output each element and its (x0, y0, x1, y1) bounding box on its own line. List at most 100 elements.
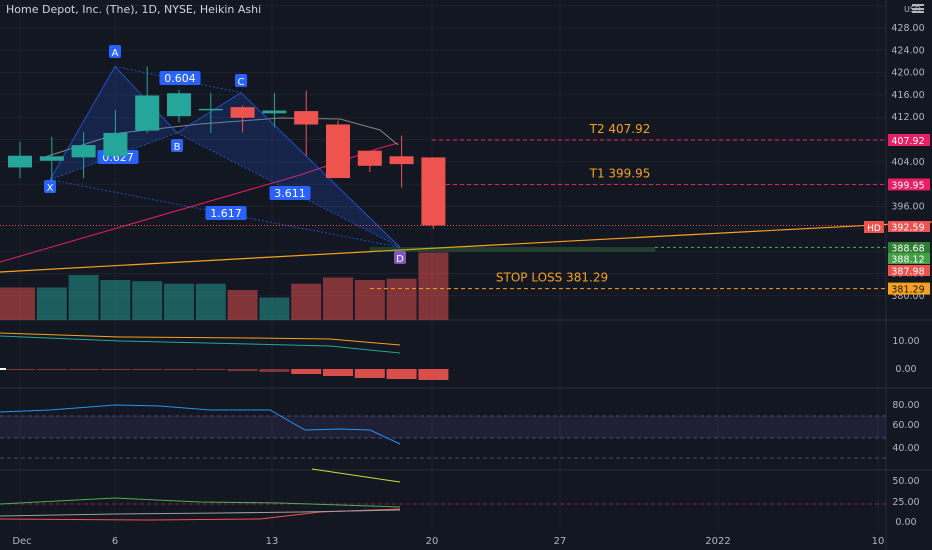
pattern-ratio-line (49, 179, 401, 248)
time-tick: Dec (12, 536, 31, 547)
level-price-label: 381.29 (891, 285, 924, 296)
point-label-bg (44, 180, 56, 193)
indicator1-histogram-bar (68, 369, 99, 370)
pane-tick: 10.00 (892, 336, 919, 347)
volume-bar (386, 278, 417, 320)
price-label-bg (888, 253, 930, 264)
indicator1-histogram-bar (418, 369, 449, 380)
indicator1-histogram-bar (36, 369, 67, 370)
indicator1-line-orange (0, 332, 401, 346)
rsi-line (0, 404, 401, 445)
ratio-label-bg (159, 71, 201, 85)
point-label-bg (235, 74, 247, 87)
level-price-label-bg (888, 178, 930, 191)
ratio-label-bg (269, 186, 311, 200)
candle-body (294, 111, 319, 125)
level-text: STOP LOSS 381.29 (496, 271, 608, 285)
indicator1-histogram-bar (386, 369, 417, 379)
pane-tick: 40.00 (892, 443, 919, 454)
time-tick: 13 (266, 536, 279, 547)
candle-body (326, 124, 350, 179)
candle-body (135, 95, 160, 131)
indicator1-histogram-bar (227, 369, 258, 371)
price-label: 388.68 (891, 244, 924, 255)
point-label-bg (109, 45, 121, 58)
indicator1-line-green (0, 335, 401, 354)
time-tick: 27 (554, 536, 567, 547)
point-label-c: C (238, 77, 245, 88)
indicator1-histogram-bar (5, 369, 35, 370)
indicator1-histogram-bar (164, 369, 194, 370)
volume-bar (195, 283, 226, 320)
price-label-bg (888, 221, 930, 232)
price-label: 387.98 (891, 267, 924, 278)
indicator1-histogram-bar (323, 369, 353, 376)
price-tick: 380.00 (891, 291, 924, 302)
candle-body (421, 157, 446, 226)
indicator1-histogram-bar (291, 369, 322, 374)
level-price-label-bg (888, 134, 930, 146)
level-text: T2 407.92 (589, 122, 651, 136)
pane-tick: 80.00 (892, 400, 919, 411)
point-label-b: B (174, 142, 181, 153)
candle-body (167, 93, 191, 117)
price-tick: 412.00 (891, 112, 924, 123)
volume-bar (164, 283, 194, 320)
indicator1-histogram-bar (100, 369, 131, 370)
volume-bar (323, 277, 353, 320)
symbol-tag: HD (867, 224, 881, 234)
price-label-bg (888, 265, 930, 276)
point-label-a: A (112, 48, 119, 59)
volume-bar (418, 252, 449, 320)
volume-bar (132, 281, 163, 320)
indicator1-histogram-bar (132, 369, 163, 370)
point-label-bg (394, 251, 406, 264)
currency-label: USD (904, 5, 922, 14)
indicator1-histogram-bar (354, 369, 385, 378)
ratio-label-bg (205, 206, 247, 220)
pattern-leg (240, 92, 401, 248)
target-levels: T2 407.92 T1 399.95 STOP LOSS 381.29 (0, 122, 886, 290)
volume-bar (100, 280, 131, 320)
long-trend-line (0, 221, 932, 273)
price-tick: 424.00 (891, 45, 924, 56)
price-label: 388.12 (891, 255, 924, 266)
pattern-triangle-bcd (177, 92, 400, 248)
indicator2-yellow-line (311, 468, 401, 483)
candle-body (8, 155, 32, 168)
time-tick: 6 (112, 536, 118, 547)
indicator1-histogram-bar (259, 369, 290, 372)
indicator1-marker (0, 368, 6, 370)
ratio-label: 3.611 (274, 187, 306, 200)
candles (8, 66, 446, 229)
pane-tick: 0.00 (895, 364, 916, 375)
ratio-label: 1.617 (210, 207, 242, 220)
pane-tick: 60.00 (892, 420, 919, 431)
dmi-plus-line (0, 497, 401, 508)
pattern-leg (49, 66, 116, 180)
menu-icon[interactable] (912, 4, 924, 13)
chart-title: Home Depot, Inc. (The), 1D, NYSE, Heikin… (6, 3, 262, 16)
price-label: 392.59 (891, 223, 924, 234)
pattern-ratio-line (49, 132, 178, 181)
candle-body (71, 145, 96, 158)
volume-bar (0, 287, 35, 320)
volume-bar (68, 275, 99, 320)
price-tick: 404.00 (891, 157, 924, 168)
candle-body (198, 108, 223, 111)
price-tick: 416.00 (891, 90, 924, 101)
candle-body (262, 110, 287, 114)
price-axis[interactable]: 428.00424.00420.00416.00412.00408.00404.… (864, 23, 930, 528)
price-tick: 428.00 (891, 23, 924, 34)
candle-body (230, 107, 255, 118)
price-tick: 420.00 (891, 68, 924, 79)
time-tick: 20 (426, 536, 439, 547)
volume-bar (227, 290, 258, 320)
time-axis[interactable]: Dec 6 13 20 27 2022 10 (12, 536, 884, 547)
level-price-label-bg (888, 282, 930, 295)
volume-bar (291, 283, 322, 320)
point-label-x: X (47, 183, 54, 194)
time-tick: 10 (872, 536, 885, 547)
